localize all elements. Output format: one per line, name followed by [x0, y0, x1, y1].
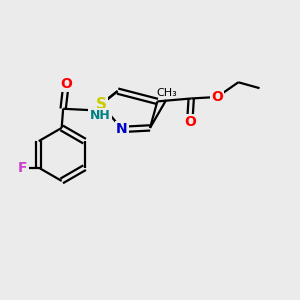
Text: N: N	[116, 122, 128, 136]
Text: O: O	[184, 115, 196, 129]
Text: NH: NH	[90, 109, 110, 122]
Text: CH₃: CH₃	[156, 88, 177, 98]
Text: F: F	[18, 161, 27, 175]
Text: O: O	[60, 77, 72, 91]
Text: O: O	[211, 90, 223, 104]
Text: S: S	[96, 97, 107, 112]
